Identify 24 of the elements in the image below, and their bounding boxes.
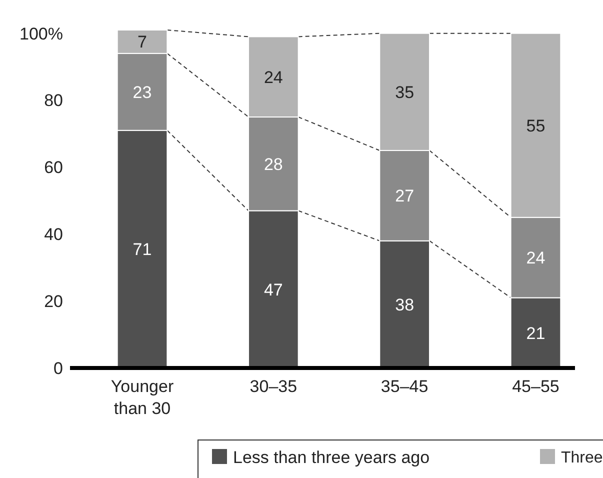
y-tick-label: 80 [44,91,63,110]
y-tick-label: 60 [44,158,63,178]
x-tick-label: Younger than 30 [110,377,174,418]
data-label: 55 [526,116,546,136]
legend-label: Three [561,450,603,467]
legend-label: Less than three years ago [233,448,430,467]
data-label: 27 [395,186,414,206]
data-label: 35 [395,82,414,102]
data-label: 7 [138,32,147,52]
x-tick-label: 45–55 [512,377,560,396]
data-label: 24 [264,68,283,87]
data-label: 38 [395,295,414,314]
y-tick-label: 20 [44,292,63,312]
y-tick-label: 0 [54,358,63,378]
data-label: 23 [132,82,152,102]
x-tick-label: 30–35 [250,377,298,396]
data-label: 24 [526,248,546,268]
data-label: 28 [264,154,283,174]
data-label: 71 [132,240,152,260]
data-label: 21 [526,324,546,343]
y-tick-label: 40 [44,225,63,244]
y-tick-label: 100% [20,24,63,44]
x-tick-label: 35–45 [380,377,428,396]
data-label: 47 [264,280,283,300]
